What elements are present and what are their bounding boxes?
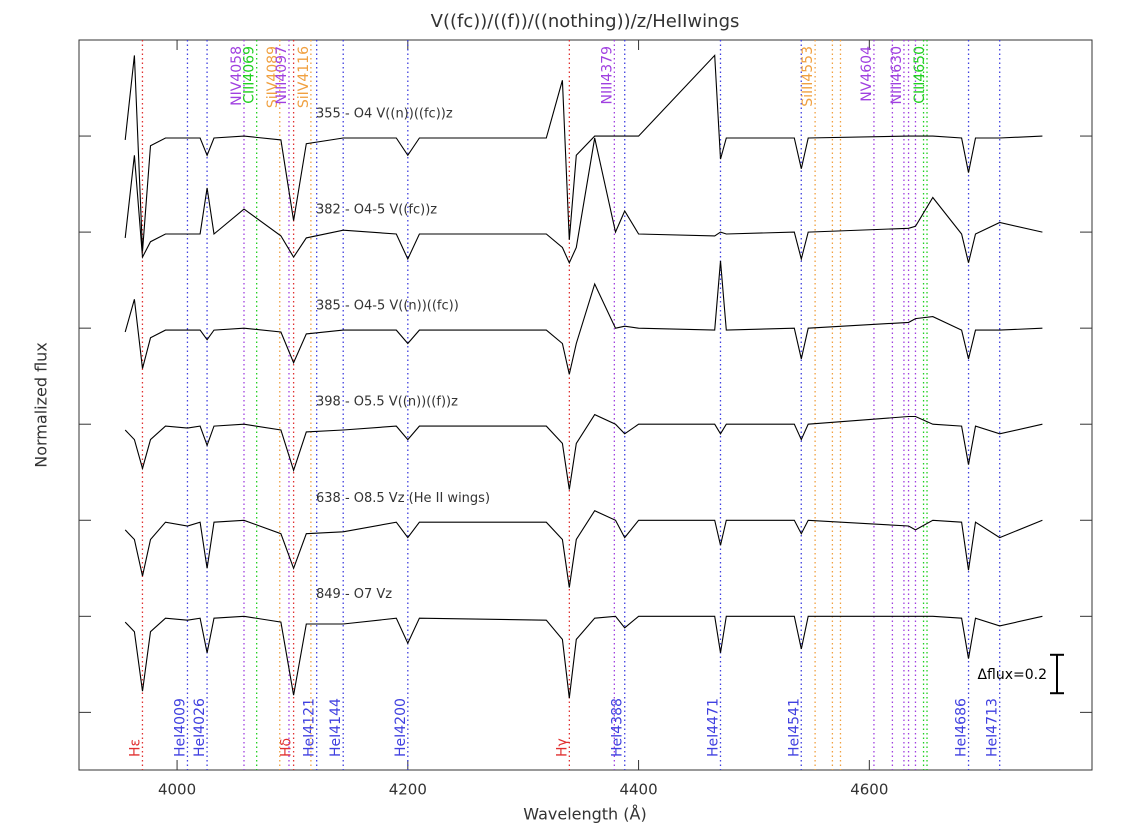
chart-title: V((fc))/((f))/((nothing))/z/HeIIwings xyxy=(431,11,740,32)
line-label: NIV4058 xyxy=(229,46,245,106)
x-tick-label: 4200 xyxy=(389,781,427,799)
line-label: NIII4097 xyxy=(274,46,290,105)
scale-bar-label: Δflux=0.2 xyxy=(977,667,1047,683)
spectrum xyxy=(124,413,1043,490)
spectrum xyxy=(124,509,1043,588)
line-label: SiIII4553 xyxy=(800,46,816,107)
x-tick-label: 4000 xyxy=(158,781,196,799)
x-axis-label: Wavelength (Å) xyxy=(523,805,646,824)
line-label: CIII4069 xyxy=(242,46,258,104)
y-axis-label: Normalized flux xyxy=(32,342,51,468)
spectrum-label: 382 - O4-5 V((fc))z xyxy=(316,203,437,218)
spectrum-label: 638 - O8.5 Vz (He II wings) xyxy=(316,491,490,506)
line-label: NIII4379 xyxy=(599,46,615,105)
line-label: NV4604 xyxy=(859,46,875,102)
line-label: CIII4650 xyxy=(912,46,928,104)
line-label: HeI4471 xyxy=(705,698,721,757)
line-label: HeI4026 xyxy=(192,698,208,757)
spectrum-label: 849 - O7 Vz xyxy=(316,587,392,602)
line-label: Hγ xyxy=(554,738,570,757)
spectrum-label: 398 - O5.5 V((n))((f))z xyxy=(316,395,458,410)
line-label: Hδ xyxy=(279,738,295,757)
spectrum xyxy=(124,54,1043,252)
line-label: HeI4144 xyxy=(328,698,344,757)
line-label: HeI4541 xyxy=(786,698,802,757)
spectrum-label: 355 - O4 V((n))((fc))z xyxy=(316,107,453,122)
line-label: HeI4009 xyxy=(172,698,188,757)
x-tick-label: 4400 xyxy=(619,781,657,799)
x-tick-label: 4600 xyxy=(850,781,888,799)
spectrum xyxy=(124,260,1043,375)
line-label: SiIV4089 xyxy=(265,46,281,108)
spectrum xyxy=(124,615,1043,699)
line-label: HeI4713 xyxy=(985,698,1001,757)
line-label: Hε xyxy=(127,739,143,757)
line-label: NIII4630 xyxy=(889,46,905,105)
line-label: HeI4200 xyxy=(393,698,409,757)
line-label: HeI4121 xyxy=(302,698,318,757)
plot-frame xyxy=(78,39,1093,771)
spectrum-label: 385 - O4-5 V((n))((fc)) xyxy=(316,299,459,314)
line-label: HeI4686 xyxy=(954,698,970,757)
line-label: SiIV4116 xyxy=(296,46,312,108)
spectrum xyxy=(124,137,1043,265)
line-label: HeI4388 xyxy=(610,698,626,757)
